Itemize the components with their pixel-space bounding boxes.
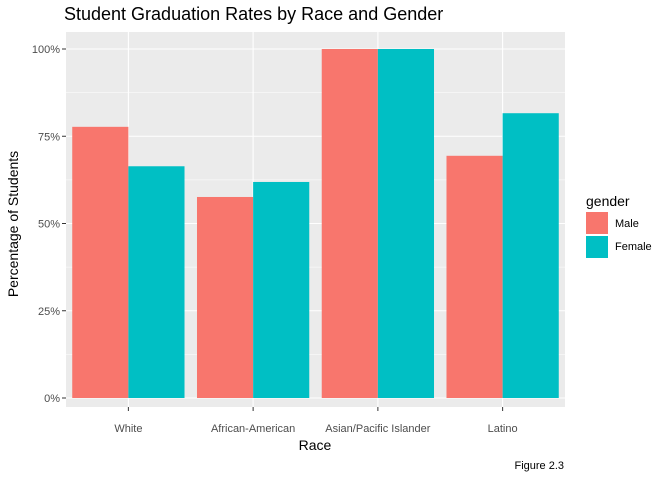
bar-male-asian-pacific-islander [321, 49, 378, 398]
legend: gender Male Female [586, 193, 652, 258]
figure-caption: Figure 2.3 [514, 460, 564, 472]
y-axis: 0% 25% 50% 75% 100% [32, 44, 66, 405]
y-tick-label: 75% [38, 131, 60, 143]
bar-female-asian-pacific-islander [377, 49, 435, 398]
y-tick-label: 0% [44, 393, 60, 405]
bar-male-latino [446, 155, 503, 398]
bar-female-african-american [253, 181, 310, 398]
bar-female-latino [502, 113, 559, 398]
y-tick-label: 100% [32, 44, 60, 56]
legend-label-female: Female [615, 241, 652, 253]
bar-male-african-american [196, 196, 254, 398]
bar-male-white [72, 126, 129, 399]
x-tick-label: Latino [488, 423, 518, 435]
x-axis: White African-American Asian/Pacific Islan… [114, 407, 518, 435]
x-tick-label: Asian/Pacific Islander [325, 423, 430, 435]
legend-key-female [586, 236, 608, 258]
chart-title: Student Graduation Rates by Race and Gen… [64, 4, 443, 24]
y-axis-title: Percentage of Students [5, 151, 21, 297]
bar-female-white [128, 166, 185, 398]
x-tick-label: White [114, 423, 142, 435]
legend-key-male [586, 212, 608, 234]
y-tick-label: 50% [38, 219, 60, 231]
x-axis-title: Race [299, 437, 332, 453]
bars [72, 49, 559, 399]
legend-title: gender [586, 193, 630, 209]
x-tick-label: African-American [211, 423, 295, 435]
y-tick-label: 25% [38, 306, 60, 318]
legend-label-male: Male [615, 218, 639, 230]
